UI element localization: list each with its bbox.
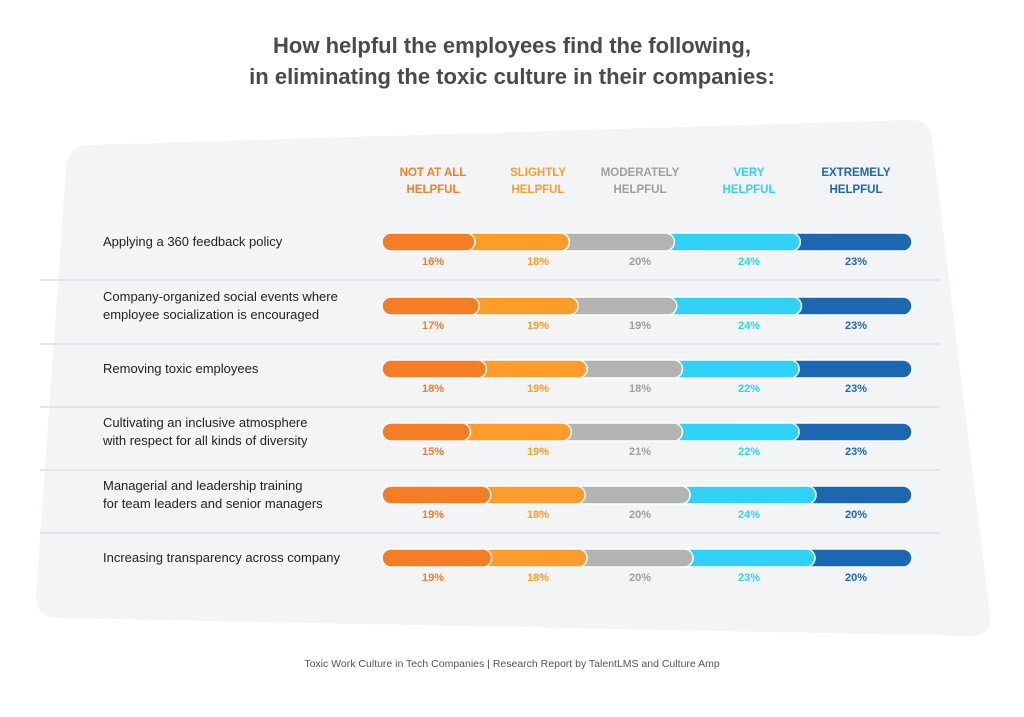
data-label: 19% — [628, 320, 652, 332]
bar-segment-not-at-all-helpful — [381, 548, 493, 568]
legend-very-helpful: VERY HELPFUL — [689, 165, 809, 199]
bar-segment-extremely-helpful — [780, 422, 913, 442]
row-label-line: Removing toxic employees — [103, 361, 259, 376]
data-label: 24% — [737, 256, 761, 268]
bar-segment-very-helpful — [655, 232, 802, 252]
data-label: 22% — [737, 383, 761, 395]
bar-segment-not-at-all-helpful — [381, 232, 476, 252]
row-label-line: Company-organized social events where — [103, 289, 338, 304]
footer-source: Toxic Work Culture in Tech Companies | R… — [304, 658, 720, 670]
row-label: Removing toxic employees — [103, 360, 258, 378]
data-label: 21% — [628, 446, 652, 458]
bar-segment-very-helpful — [663, 422, 800, 442]
legend-label-line: HELPFUL — [406, 184, 460, 196]
legend-label-line: HELPFUL — [829, 184, 883, 196]
data-label: 23% — [844, 383, 868, 395]
bar-segment-extremely-helpful — [782, 296, 913, 316]
legend-slightly-helpful: SLIGHTLY HELPFUL — [478, 165, 598, 199]
bar-segment-extremely-helpful — [781, 232, 913, 252]
legend-label-line: EXTREMELY — [821, 167, 891, 179]
row-label-line: employee socialization is encouraged — [103, 307, 320, 322]
row-label-line: Managerial and leadership training — [103, 478, 303, 493]
bar-segment-very-helpful — [671, 485, 817, 505]
chart-title-line-1: How helpful the employees find the follo… — [273, 33, 751, 58]
bar-segment-very-helpful — [663, 359, 800, 379]
bar-segment-extremely-helpful — [780, 359, 913, 379]
legend-label-line: MODERATELY — [600, 167, 680, 179]
data-label: 19% — [421, 572, 445, 584]
data-label: 23% — [844, 256, 868, 268]
data-label: 19% — [526, 446, 550, 458]
data-label: 18% — [628, 383, 652, 395]
data-label: 23% — [737, 572, 761, 584]
bar-segment-not-at-all-helpful — [381, 359, 488, 379]
legend-label-line: HELPFUL — [613, 184, 667, 196]
data-label: 24% — [737, 509, 761, 521]
row-label: Company-organized social events where emp… — [103, 288, 338, 324]
data-label: 23% — [844, 446, 868, 458]
row-label: Increasing transparency across company — [103, 549, 340, 567]
legend-label-line: NOT AT ALL — [399, 167, 467, 179]
bar-segment-very-helpful — [658, 296, 803, 316]
row-label: Managerial and leadership training for te… — [103, 477, 323, 513]
row-label-line: Cultivating an inclusive atmosphere — [103, 415, 308, 430]
legend-extremely-helpful: EXTREMELY HELPFUL — [796, 165, 916, 199]
legend-label-line: SLIGHTLY — [510, 167, 566, 179]
bar-segment-not-at-all-helpful — [381, 422, 472, 442]
data-label: 22% — [737, 446, 761, 458]
data-label: 20% — [628, 256, 652, 268]
legend-not-at-all-helpful: NOT AT ALL HELPFUL — [373, 165, 493, 199]
data-label: 20% — [628, 509, 652, 521]
bar-segment-moderately-helpful — [552, 422, 684, 442]
row-label-line: Increasing transparency across company — [103, 550, 341, 565]
legend-moderately-helpful: MODERATELY HELPFUL — [580, 165, 700, 199]
row-separator — [40, 343, 940, 345]
row-separator — [40, 406, 940, 408]
data-label: 24% — [737, 320, 761, 332]
data-label: 19% — [526, 383, 550, 395]
data-label: 18% — [526, 509, 550, 521]
row-separator — [40, 532, 940, 534]
data-label: 20% — [628, 572, 652, 584]
row-label-line: Applying a 360 feedback policy — [103, 234, 283, 249]
bar-segment-not-at-all-helpful — [381, 485, 492, 505]
row-separator — [40, 279, 940, 281]
legend-label-line: HELPFUL — [722, 184, 776, 196]
data-label: 18% — [526, 572, 550, 584]
row-label-line: for team leaders and senior managers — [103, 496, 323, 511]
row-separator — [40, 469, 940, 471]
bar-segment-not-at-all-helpful — [381, 296, 481, 316]
chart-title-line-2: in eliminating the toxic culture in thei… — [249, 64, 775, 89]
data-label: 19% — [526, 320, 550, 332]
legend-label-line: HELPFUL — [511, 184, 565, 196]
data-label: 20% — [844, 509, 868, 521]
row-label: Cultivating an inclusive atmosphere with … — [103, 414, 308, 450]
row-label: Applying a 360 feedback policy — [103, 233, 282, 251]
row-label-line: with respect for all kinds of diversity — [103, 433, 308, 448]
data-label: 18% — [421, 383, 445, 395]
legend-label-line: VERY — [733, 167, 765, 179]
data-label: 23% — [844, 320, 868, 332]
data-label: 19% — [421, 509, 445, 521]
data-label: 18% — [526, 256, 550, 268]
data-label: 20% — [844, 572, 868, 584]
bar-segment-very-helpful — [674, 548, 816, 568]
data-label: 17% — [421, 320, 445, 332]
data-label: 16% — [421, 256, 445, 268]
data-label: 15% — [421, 446, 445, 458]
